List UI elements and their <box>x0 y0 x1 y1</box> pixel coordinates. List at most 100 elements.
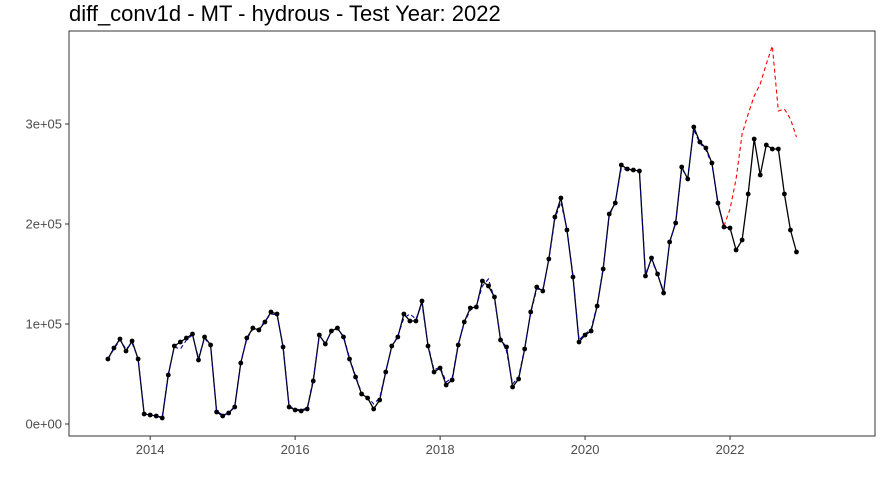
data-point <box>395 334 401 340</box>
data-point <box>256 327 262 333</box>
data-point <box>443 382 449 388</box>
data-point <box>479 278 485 284</box>
data-point <box>788 227 793 233</box>
chart-title: diff_conv1d - MT - hydrous - Test Year: … <box>69 1 501 26</box>
y-tick-label: 2e+05 <box>25 217 62 232</box>
data-point <box>715 200 721 206</box>
data-point <box>794 249 799 255</box>
data-point <box>522 346 528 352</box>
data-point <box>516 376 522 382</box>
data-point <box>238 360 244 366</box>
data-point <box>341 334 346 340</box>
data-point <box>643 273 648 279</box>
data-point <box>624 166 630 172</box>
data-point <box>534 284 540 290</box>
data-point <box>449 377 455 383</box>
x-tick-label: 2014 <box>136 442 165 457</box>
data-point <box>214 409 220 415</box>
data-point <box>576 339 582 345</box>
data-point <box>467 305 473 311</box>
data-point <box>419 298 425 304</box>
data-point <box>486 283 491 289</box>
data-point <box>274 311 280 317</box>
data-point <box>335 325 340 331</box>
data-point <box>353 374 358 380</box>
data-point <box>703 145 709 151</box>
data-point <box>745 191 751 197</box>
data-point <box>286 404 292 410</box>
data-point <box>202 334 207 340</box>
data-point <box>347 356 352 362</box>
data-point <box>540 288 546 294</box>
x-tick-label: 2020 <box>571 442 600 457</box>
data-point <box>196 357 201 363</box>
data-point <box>739 237 745 243</box>
data-point <box>377 397 383 403</box>
data-point <box>322 341 328 347</box>
data-point <box>661 290 666 296</box>
data-point <box>159 415 165 421</box>
data-point <box>371 406 377 412</box>
plot-panel <box>68 30 876 437</box>
x-tick-label: 2022 <box>716 442 745 457</box>
data-point <box>359 391 364 397</box>
data-point <box>727 225 733 231</box>
data-point <box>655 271 660 277</box>
data-point <box>685 176 691 182</box>
data-point <box>425 343 431 349</box>
data-point <box>268 309 274 315</box>
data-point <box>528 309 534 315</box>
data-point <box>226 410 232 416</box>
data-point <box>407 318 413 324</box>
data-point <box>637 168 642 174</box>
data-point <box>691 124 697 130</box>
data-point <box>135 356 141 362</box>
data-point <box>630 167 636 173</box>
data-point <box>280 344 286 350</box>
data-point <box>570 274 576 280</box>
data-point <box>498 337 503 343</box>
y-axis: 0e+00 1e+05 2e+05 3e+05 <box>25 117 69 432</box>
x-tick-label: 2016 <box>281 442 310 457</box>
data-point <box>220 413 226 419</box>
data-point <box>667 239 673 245</box>
data-point <box>582 332 588 338</box>
data-point <box>147 412 153 418</box>
x-axis: 2014 2016 2018 2020 2022 <box>136 436 745 457</box>
data-point <box>383 369 389 375</box>
data-point <box>757 172 763 178</box>
data-point <box>141 411 147 417</box>
data-point <box>208 342 213 348</box>
data-point <box>709 160 715 166</box>
data-point <box>117 336 123 342</box>
data-point <box>612 200 618 206</box>
data-point <box>504 344 509 350</box>
data-point <box>733 247 739 253</box>
data-point <box>588 328 594 334</box>
data-point <box>165 372 171 378</box>
data-point <box>782 191 787 197</box>
data-point <box>123 348 129 354</box>
data-point <box>775 146 781 152</box>
data-point <box>763 142 769 148</box>
data-point <box>431 369 437 375</box>
data-point <box>455 342 461 348</box>
y-tick-label: 0e+00 <box>25 417 62 432</box>
data-point <box>111 345 117 351</box>
data-point <box>184 335 189 341</box>
data-point <box>250 325 256 331</box>
data-point <box>153 413 159 419</box>
data-point <box>697 139 703 145</box>
data-point <box>262 319 268 325</box>
data-point <box>413 318 419 324</box>
y-tick-label: 3e+05 <box>25 117 62 132</box>
data-point <box>105 356 111 362</box>
data-point <box>751 136 757 142</box>
data-point <box>292 407 298 413</box>
forecast-series-line <box>723 45 798 227</box>
x-tick-label: 2018 <box>426 442 455 457</box>
data-point <box>177 339 183 345</box>
data-point <box>328 328 334 334</box>
data-point <box>618 162 624 168</box>
